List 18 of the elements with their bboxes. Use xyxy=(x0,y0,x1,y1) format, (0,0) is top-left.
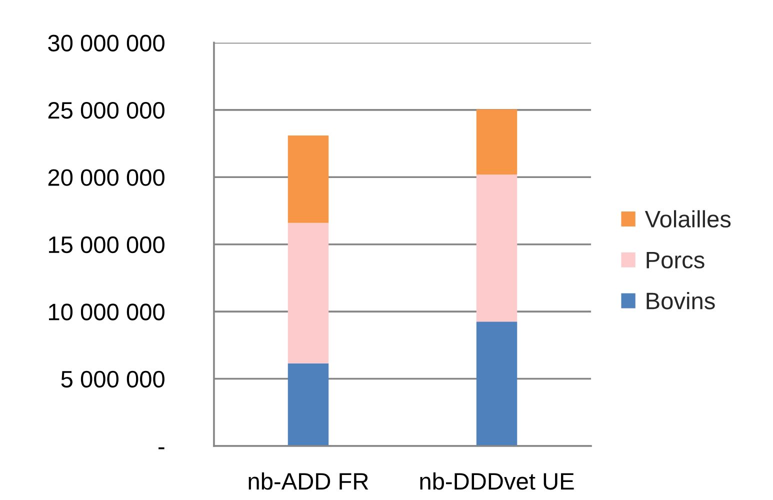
legend-label: Bovins xyxy=(646,292,715,310)
legend-label: Porcs xyxy=(646,252,704,268)
bar xyxy=(288,222,329,364)
y-tick-label: 10 000 000 xyxy=(48,304,164,320)
y-tick-label: 30 000 000 xyxy=(48,34,164,52)
bar xyxy=(476,174,518,322)
y-tick-label: 20 000 000 xyxy=(48,169,164,186)
y-tick-label: 5 000 000 xyxy=(61,370,164,388)
x-tick-label: nb-DDDvet UE xyxy=(420,472,574,490)
y-tick-label: - xyxy=(158,447,164,450)
bar xyxy=(288,363,329,446)
y-tick-label: 15 000 000 xyxy=(48,236,164,254)
bar xyxy=(476,322,518,446)
bar xyxy=(476,109,518,174)
bar xyxy=(288,135,329,223)
legend-label: Volailles xyxy=(644,210,731,228)
y-tick-label: 25 000 000 xyxy=(48,102,164,119)
x-tick-label: nb-ADD FR xyxy=(248,472,368,490)
